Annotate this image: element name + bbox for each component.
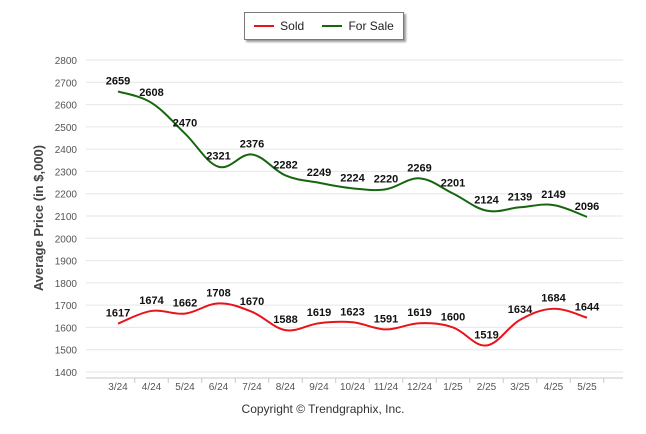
y-tick-label: 1700 <box>55 301 78 312</box>
y-tick-label: 1600 <box>55 323 78 334</box>
y-tick-label: 2700 <box>55 78 78 89</box>
legend-label-for-sale: For Sale <box>348 19 394 33</box>
data-label-for-sale: 2269 <box>407 162 431 174</box>
y-tick-label: 2500 <box>55 123 78 134</box>
x-tick-label: 9/24 <box>309 382 329 393</box>
legend-swatch-for-sale <box>322 25 343 27</box>
data-label-for-sale: 2201 <box>441 177 465 189</box>
x-tick-label: 4/25 <box>544 382 564 393</box>
x-tick-label: 5/25 <box>577 382 597 393</box>
data-label-for-sale: 2224 <box>340 172 365 184</box>
data-label-for-sale: 2249 <box>307 167 331 179</box>
x-tick-label: 3/25 <box>510 382 530 393</box>
data-label-for-sale: 2096 <box>575 201 599 213</box>
x-tick-label: 12/24 <box>407 382 432 393</box>
x-tick-label: 4/24 <box>142 382 162 393</box>
data-label-sold: 1708 <box>206 287 230 299</box>
y-tick-label: 1800 <box>55 279 78 290</box>
y-tick-label: 2100 <box>55 212 78 223</box>
series-line-sold <box>117 302 588 347</box>
data-label-sold: 1644 <box>575 302 600 314</box>
data-label-sold: 1617 <box>106 308 130 320</box>
x-tick-label: 2/25 <box>477 382 497 393</box>
data-label-for-sale: 2149 <box>541 189 565 201</box>
data-label-sold: 1623 <box>340 306 364 318</box>
data-label-sold: 1684 <box>541 293 566 305</box>
data-label-for-sale: 2139 <box>508 191 532 203</box>
data-label-for-sale: 2321 <box>206 151 230 163</box>
data-label-sold: 1619 <box>407 307 431 319</box>
x-tick-label: 8/24 <box>276 382 296 393</box>
x-tick-label: 5/24 <box>175 382 195 393</box>
y-tick-label: 2300 <box>55 167 78 178</box>
data-labels: 1617 1674 1662 1708 1670 1588 1619 1623 1591 1619… <box>106 75 600 341</box>
data-label-sold: 1670 <box>240 296 264 308</box>
y-tick-label: 2400 <box>55 145 78 156</box>
y-tick-label: 2800 <box>55 56 78 67</box>
legend-swatch-sold <box>254 25 275 27</box>
y-tick-label: 1500 <box>55 346 78 357</box>
x-tick-label: 11/24 <box>374 382 399 393</box>
data-label-sold: 1619 <box>307 307 331 319</box>
y-tick-label: 1400 <box>55 368 78 379</box>
x-axis-ticks: 3/24 4/24 5/24 6/24 7/24 8/24 9/24 10/24 11/24 12… <box>108 378 605 393</box>
data-label-sold: 1674 <box>139 295 164 307</box>
y-axis-label: Average Price (in $,000) <box>31 145 46 291</box>
data-label-sold: 1634 <box>508 304 533 316</box>
data-label-sold: 1591 <box>374 313 398 325</box>
data-label-sold: 1662 <box>173 298 197 310</box>
y-tick-label: 1900 <box>55 257 78 268</box>
legend-label-sold: Sold <box>280 19 305 33</box>
legend-item-for-sale[interactable]: For Sale <box>322 19 394 33</box>
x-tick-label: 7/24 <box>242 382 262 393</box>
copyright-text: Copyright © Trendgraphix, Inc. <box>241 402 405 416</box>
y-tick-label: 2200 <box>55 190 78 201</box>
x-tick-label: 3/24 <box>108 382 128 393</box>
data-label-for-sale: 2220 <box>374 173 398 185</box>
series-lines <box>117 90 588 347</box>
y-axis-ticks: 1400 1500 1600 1700 1800 1900 2000 2100 2200 2300… <box>55 56 78 379</box>
data-label-for-sale: 2282 <box>273 159 297 171</box>
series-line-for-sale <box>117 90 588 218</box>
legend-item-sold[interactable]: Sold <box>254 19 304 33</box>
data-label-for-sale: 2659 <box>106 75 130 87</box>
data-label-sold: 1600 <box>441 311 465 323</box>
x-tick-label: 6/24 <box>209 382 229 393</box>
data-label-for-sale: 2376 <box>240 138 264 150</box>
data-label-for-sale: 2124 <box>474 195 499 207</box>
data-label-sold: 1519 <box>474 329 498 341</box>
data-label-for-sale: 2470 <box>173 118 197 130</box>
legend: Sold For Sale <box>244 12 404 40</box>
y-tick-label: 2600 <box>55 101 78 112</box>
y-tick-label: 2000 <box>55 234 78 245</box>
x-tick-label: 1/25 <box>443 382 463 393</box>
data-label-sold: 1588 <box>273 314 297 326</box>
data-label-for-sale: 2608 <box>139 87 163 99</box>
x-tick-label: 10/24 <box>340 382 365 393</box>
grid-lines <box>86 59 623 379</box>
